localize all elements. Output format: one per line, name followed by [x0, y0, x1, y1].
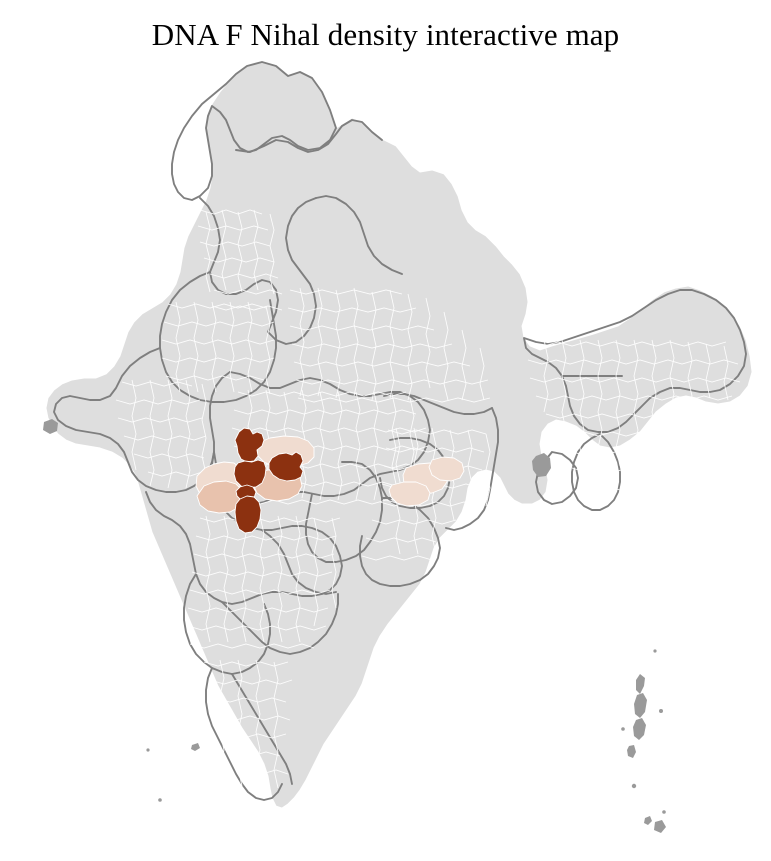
state-border-wb — [445, 407, 499, 531]
island-dot-3 — [621, 727, 625, 731]
island-lakshadweep-1 — [146, 748, 150, 752]
state-border-manipur — [571, 433, 621, 511]
island-dot-4 — [631, 783, 637, 789]
state-boundaries — [53, 61, 747, 801]
island-dot-5 — [662, 810, 666, 814]
island-dot-2 — [659, 709, 663, 713]
page-title: DNA F Nihal density interactive map — [151, 17, 620, 52]
region-eastern-low-cluster-b[interactable] — [388, 481, 431, 507]
island-lakshadweep-2 — [191, 743, 200, 751]
island-diu — [43, 419, 58, 434]
island-dot-1 — [653, 649, 657, 653]
state-border-punjab — [199, 197, 279, 333]
region-central-high-north[interactable] — [234, 427, 265, 463]
island-andaman-south — [633, 718, 646, 740]
state-border-tn — [231, 673, 293, 785]
island-nicobar-b — [654, 820, 666, 833]
state-border-jharkhand — [379, 437, 451, 509]
region-central-high-south[interactable] — [234, 495, 262, 534]
island-andaman-mid — [634, 693, 647, 718]
state-border-himachal — [235, 119, 383, 153]
state-border-kerala — [205, 667, 283, 801]
region-central-high-east[interactable] — [268, 451, 304, 482]
state-border-uttarakhand — [315, 195, 403, 275]
state-border-mp — [213, 371, 431, 505]
island-little-andaman — [627, 745, 636, 758]
density-high-districts[interactable] — [233, 427, 304, 534]
state-border-karnataka — [183, 573, 271, 675]
state-border-gujarat — [53, 347, 231, 493]
india-outline — [45, 61, 753, 809]
district-boundaries — [115, 209, 741, 789]
region-central-high-mid[interactable] — [233, 459, 267, 489]
island-nicobar-a — [644, 816, 652, 825]
state-border-bihar — [383, 393, 493, 415]
island-lakshadweep-3 — [158, 798, 162, 802]
island-andaman-north — [636, 674, 645, 694]
state-border-haryana — [267, 197, 317, 345]
region-eastern-low-cluster-c[interactable] — [428, 456, 465, 482]
state-border-andhra — [221, 593, 339, 655]
density-low-districts[interactable] — [195, 435, 465, 514]
state-border-assam — [523, 289, 747, 433]
state-border-jk — [171, 61, 337, 201]
islands — [43, 419, 666, 833]
base-landmass — [45, 61, 753, 809]
state-border-rajasthan — [159, 271, 277, 403]
island-sundarban — [532, 453, 551, 477]
